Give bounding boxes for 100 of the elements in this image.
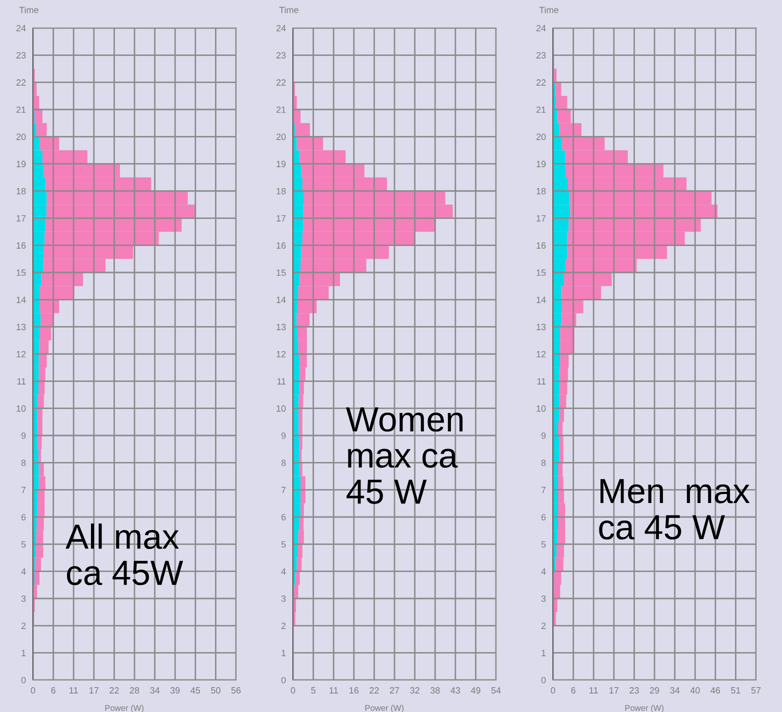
y-tick-label: 4 [281,568,286,575]
y-tick-label: 3 [21,595,26,602]
x-tick-label: 17 [90,687,98,694]
x-tick-label: 50 [211,687,220,694]
x-tick-label: 0 [290,687,296,694]
x-tick-label: 34 [670,687,680,694]
y-tick-label: 9 [541,432,546,439]
x-tick-label: 51 [731,687,740,694]
y-tick-label: 21 [16,106,26,113]
y-tick-label: 5 [21,541,26,548]
y-tick-label: 17 [276,215,286,222]
y-tick-label: 18 [276,188,286,194]
x-tick-label: 27 [390,687,400,694]
y-tick-label: 9 [21,432,26,439]
y-tick-label: 11 [277,378,286,384]
x-tick-label: 5 [311,687,316,694]
x-tick-label: 16 [350,687,359,694]
y-tick-label: 23 [536,52,546,59]
y-tick-label: 20 [16,134,26,140]
y-tick-label: 20 [536,134,546,140]
y-tick-label: 16 [276,242,286,249]
annotation: Women max ca 45 W [346,407,463,504]
y-axis-title: Time [19,6,38,14]
y-tick-label: 12 [16,350,26,358]
y-tick-label: 21 [276,106,286,113]
x-tick-label: 54 [491,687,501,694]
x-tick-label: 38 [430,687,440,694]
x-tick-label: 40 [690,687,700,694]
y-tick-label: 6 [541,514,546,520]
y-tick-label: 13 [276,324,286,330]
x-tick-label: 57 [751,687,761,694]
y-tick-label: 15 [536,270,546,276]
y-tick-label: 24 [16,24,26,32]
y-tick-label: 6 [281,514,286,520]
y-tick-label: 19 [276,160,286,168]
annotation: Men max ca 45 W [599,479,750,540]
y-tick-label: 13 [16,324,26,330]
x-tick-label: 34 [150,687,160,694]
y-tick-label: 9 [281,432,286,439]
y-tick-label: 5 [541,541,546,548]
y-tick-label: 11 [17,378,26,384]
y-tick-label: 14 [536,296,546,303]
annotation: All max ca 45W [66,524,184,586]
y-tick-label: 15 [276,270,286,276]
y-tick-label: 7 [22,486,26,494]
y-tick-label: 14 [276,296,286,303]
y-tick-label: 7 [542,486,546,494]
y-tick-label: 19 [16,160,26,168]
y-tick-label: 12 [536,350,546,358]
y-tick-label: 23 [16,52,26,59]
y-tick-label: 16 [16,242,26,249]
y-tick-label: 10 [536,405,546,412]
x-tick-label: 43 [450,687,460,694]
y-tick-label: 4 [21,568,26,575]
y-tick-label: 13 [536,324,546,330]
x-tick-label: 45 [190,687,200,694]
y-tick-label: 3 [541,595,546,602]
x-tick-label: 6 [51,687,56,694]
y-tick-label: 0 [541,676,546,684]
y-tick-label: 14 [16,296,26,303]
y-tick-label: 22 [536,79,546,86]
y-tick-label: 2 [281,622,286,629]
y-tick-label: 23 [276,52,286,59]
x-tick-label: 23 [630,687,639,694]
y-tick-label: 22 [16,79,26,86]
x-tick-label: 11 [590,687,598,694]
x-tick-label: 29 [650,687,660,694]
y-axis-title: Time [539,6,558,14]
x-tick-label: 39 [170,687,180,694]
y-tick-label: 0 [281,676,286,684]
y-tick-label: 19 [536,160,546,168]
y-axis-title: Time [279,6,298,14]
y-tick-label: 1 [542,650,546,656]
y-tick-label: 22 [276,79,286,86]
x-tick-label: 22 [110,687,119,694]
x-tick-label: 11 [70,687,78,694]
y-tick-label: 12 [276,350,286,358]
y-tick-label: 17 [16,215,26,222]
y-tick-label: 15 [16,270,26,276]
y-tick-label: 24 [536,24,546,32]
x-tick-label: 17 [610,687,618,694]
x-tick-label: 46 [710,687,720,694]
y-tick-label: 16 [536,242,546,249]
x-tick-label: 32 [410,687,420,694]
y-tick-label: 2 [541,622,546,629]
y-tick-label: 20 [276,134,286,140]
y-tick-label: 5 [281,541,286,548]
y-tick-label: 1 [282,650,286,656]
y-tick-label: 11 [537,378,546,384]
x-tick-label: 0 [30,687,36,694]
y-tick-label: 8 [281,460,286,466]
y-tick-label: 0 [21,676,26,684]
x-tick-label: 22 [370,687,379,694]
y-tick-label: 3 [281,595,286,602]
y-tick-label: 7 [282,486,286,494]
y-tick-label: 4 [541,568,546,575]
y-tick-label: 18 [536,188,546,194]
x-tick-label: 28 [130,687,140,694]
y-tick-label: 8 [541,460,546,466]
y-tick-label: 10 [276,405,286,412]
